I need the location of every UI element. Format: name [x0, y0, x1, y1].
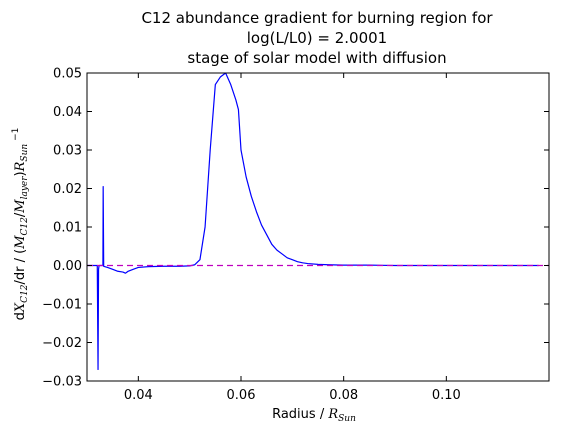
y-tick-label: 0.05	[53, 67, 82, 82]
y-tick-label: −0.02	[42, 336, 82, 351]
y-tick-label: −0.01	[42, 298, 82, 313]
y-tick-label: −0.03	[42, 375, 82, 390]
series-line-0	[87, 73, 539, 371]
y-tick-label: 0.01	[53, 221, 82, 236]
plot-area	[87, 73, 549, 371]
chart-title-line-2: log(L/L0) = 2.0001	[247, 29, 387, 47]
y-tick-label: 0.02	[53, 182, 82, 197]
y-axis-label: dXC12/dr / (MC12/Mlayer)RSun −1	[11, 128, 30, 321]
x-tick-label: 0.06	[227, 388, 256, 403]
chart-title-line-1: C12 abundance gradient for burning regio…	[141, 9, 493, 27]
x-axis-label: Radius / RSun	[272, 407, 356, 424]
chart-title-line-3: stage of solar model with diffusion	[187, 49, 446, 67]
x-tick-label: 0.10	[432, 388, 461, 403]
y-tick-label: 0.03	[53, 144, 82, 159]
y-tick-label: 0.00	[53, 259, 82, 274]
x-tick-label: 0.04	[124, 388, 153, 403]
y-tick-label: 0.04	[53, 105, 82, 120]
ticks: 0.04 0.06 0.08 0.10 −0.03 −0.02 −0.01 0.00 0.01 0…	[42, 67, 549, 403]
x-tick-label: 0.08	[329, 388, 358, 403]
